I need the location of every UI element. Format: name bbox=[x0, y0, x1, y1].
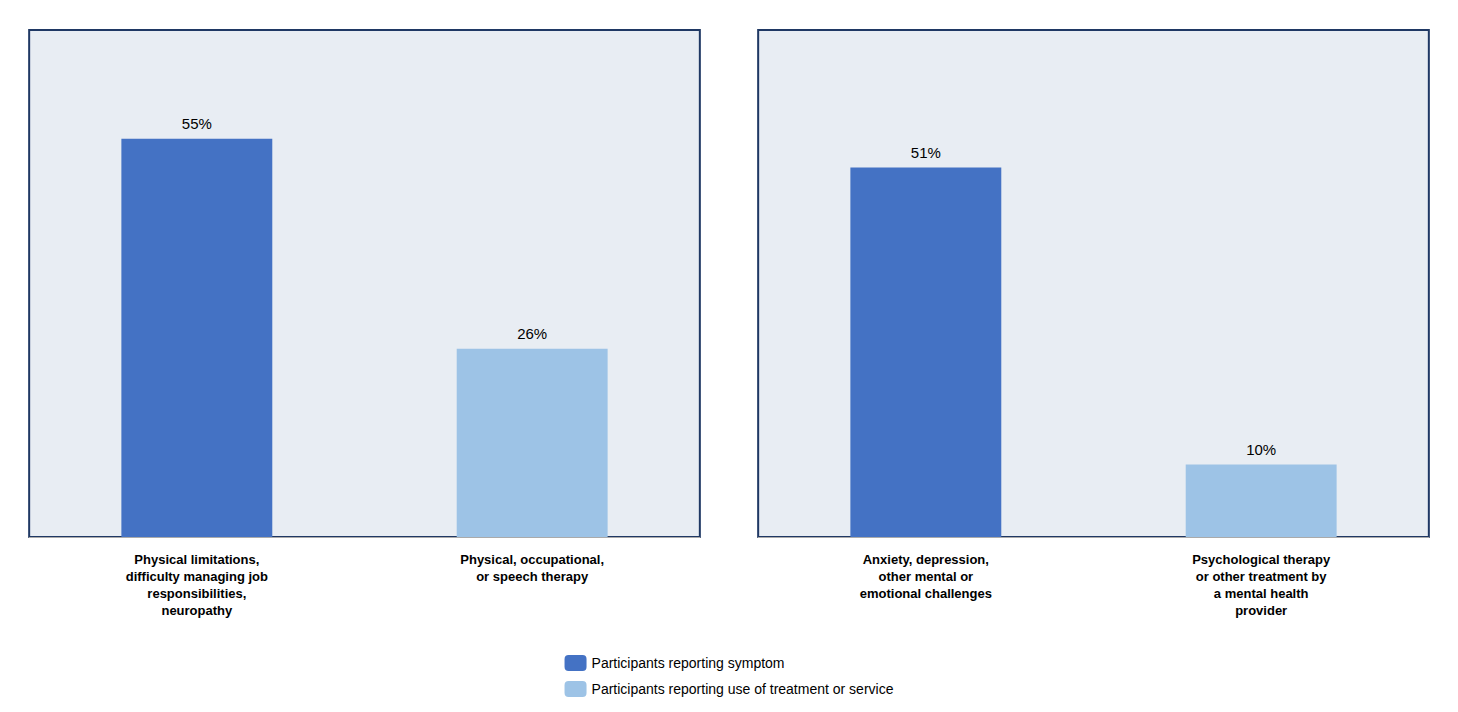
svg-text:difficulty managing job: difficulty managing job bbox=[126, 569, 268, 584]
svg-text:55%: 55% bbox=[182, 115, 212, 132]
svg-text:Participants reporting use of: Participants reporting use of treatment … bbox=[592, 681, 894, 697]
svg-text:other mental or: other mental or bbox=[879, 569, 974, 584]
svg-text:Participants reporting symptom: Participants reporting symptom bbox=[592, 655, 785, 671]
svg-text:emotional challenges: emotional challenges bbox=[860, 586, 992, 601]
svg-text:Anxiety, depression,: Anxiety, depression, bbox=[863, 552, 989, 567]
svg-text:or other treatment by: or other treatment by bbox=[1196, 569, 1328, 584]
svg-text:26%: 26% bbox=[517, 325, 547, 342]
svg-text:responsibilities,: responsibilities, bbox=[147, 586, 246, 601]
svg-text:provider: provider bbox=[1235, 603, 1287, 618]
svg-text:Physical limitations,: Physical limitations, bbox=[134, 552, 259, 567]
svg-text:10%: 10% bbox=[1246, 441, 1276, 458]
svg-text:or speech therapy: or speech therapy bbox=[476, 569, 589, 584]
svg-text:a mental health: a mental health bbox=[1214, 586, 1309, 601]
svg-text:51%: 51% bbox=[911, 144, 941, 161]
svg-text:neuropathy: neuropathy bbox=[161, 603, 233, 618]
svg-text:Physical, occupational,: Physical, occupational, bbox=[460, 552, 604, 567]
svg-text:Psychological therapy: Psychological therapy bbox=[1192, 552, 1331, 567]
